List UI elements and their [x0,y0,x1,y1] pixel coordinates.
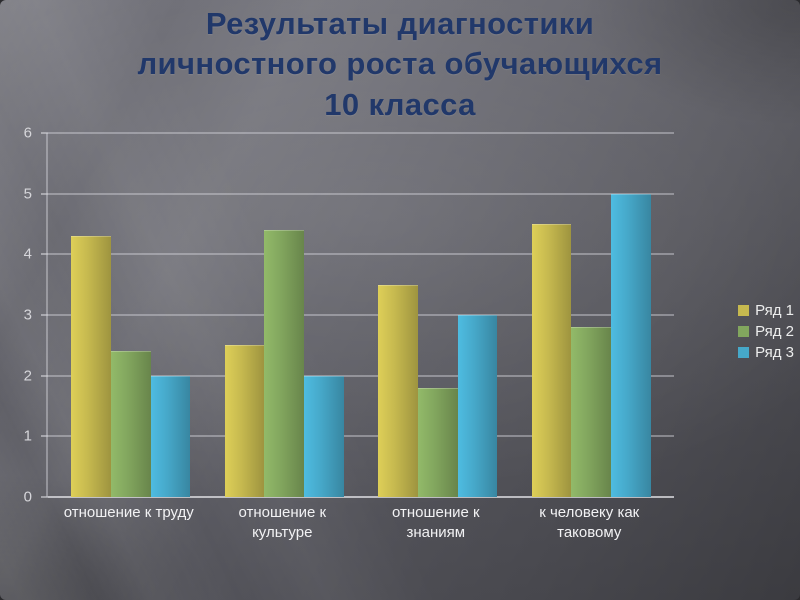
gridline [48,435,674,438]
y-tick-label: 5 [23,185,32,203]
bar-series-1-cat-3 [378,284,418,497]
bar-series-2-cat-2 [264,230,305,497]
category-axis: отношение к труду отношение к культуре отн… [46,503,672,542]
bar-series-3-cat-4 [611,193,651,497]
y-tick-mark [41,496,48,498]
y-tick-mark [41,374,48,377]
gridline [48,496,674,498]
bar-series-3-cat-3 [457,315,498,497]
bar-series-1-cat-1 [71,236,111,497]
y-tick-label: 4 [23,245,32,263]
category-label: отношение к знаниям [391,504,480,541]
legend-swatch [738,326,750,337]
category-label: отношение к труду [63,504,194,521]
bar-group [54,133,208,497]
gridline [48,253,674,256]
legend-item: Ряд 3 [738,345,794,360]
y-tick-label: 2 [23,367,32,385]
y-tick-mark [41,132,48,134]
y-tick-mark [41,253,48,256]
gridline [48,192,674,195]
y-tick-label: 0 [23,488,32,506]
bar-series-3-cat-1 [150,375,191,497]
legend-label: Ряд 2 [755,323,794,340]
category-label: к человеку как таковому [539,504,640,541]
bar-series-2-cat-3 [417,387,458,497]
legend-swatch [738,305,750,316]
bar-group [515,133,669,497]
legend-label: Ряд 1 [755,302,794,319]
slide-title-line: личностного роста обучающихся [137,46,663,82]
gridline [48,314,674,316]
slide-title-line: 10 класса [324,86,476,122]
legend-swatch [738,347,750,358]
legend-item: Ряд 2 [738,324,794,339]
category-label: отношение к культуре [238,504,327,541]
bars-layer [48,133,674,497]
slide-title-line: Результаты диагностики [205,6,595,41]
y-tick-label: 1 [23,427,32,445]
y-tick-mark [41,435,48,438]
y-tick-mark [41,192,48,195]
bar-series-1-cat-4 [531,224,572,497]
slide-title: Результаты диагностики личностного роста… [16,4,784,125]
y-tick-mark [41,314,48,316]
gridline [48,132,674,134]
bar-series-2-cat-4 [571,327,612,497]
y-axis: 0 1 2 3 4 5 6 [12,126,48,505]
bar-series-1-cat-2 [224,345,265,497]
plot-area [46,132,674,498]
y-tick-label: 3 [23,306,32,324]
y-tick-label: 6 [23,124,32,142]
bar-series-3-cat-2 [304,375,344,497]
legend-label: Ряд 3 [755,344,794,361]
legend: Ряд 1 Ряд 2 Ряд 3 [738,303,794,360]
legend-item: Ряд 1 [738,303,794,318]
bar-series-2-cat-1 [110,351,151,497]
bar-group [208,133,362,497]
bar-group [361,133,515,497]
gridline [48,374,674,377]
